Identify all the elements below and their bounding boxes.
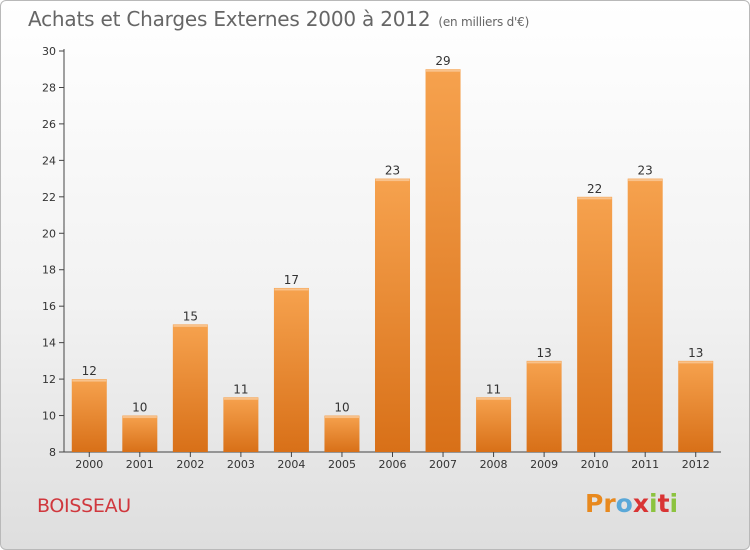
bar-value-label: 22 [587, 182, 602, 196]
x-tick-label: 2010 [581, 458, 609, 471]
bar [476, 397, 512, 452]
bar [627, 178, 663, 452]
y-tick-label: 30 [42, 45, 56, 58]
bar-value-label: 29 [435, 54, 450, 68]
bar [577, 196, 613, 452]
chart-unit-label: (en milliers d'€) [438, 15, 530, 29]
x-tick-label: 2007 [429, 458, 457, 471]
logo-letter: i [649, 489, 658, 518]
y-tick-label: 26 [42, 118, 56, 131]
bar-highlight [223, 397, 258, 400]
bar [324, 415, 360, 452]
bar [122, 415, 158, 452]
x-tick-label: 2009 [530, 458, 558, 471]
bar-highlight [678, 361, 713, 364]
bar [172, 324, 208, 452]
chart-bars [71, 69, 714, 453]
bar-highlight [628, 179, 663, 182]
bar-highlight [577, 197, 612, 200]
chart-title-text: Achats et Charges Externes 2000 à 2012 [28, 7, 431, 31]
y-tick-label: 8 [49, 446, 56, 459]
y-tick-label: 10 [42, 410, 56, 423]
y-tick-label: 12 [42, 373, 56, 386]
proxiti-logo: Proxiti [585, 489, 678, 518]
chart-title: Achats et Charges Externes 2000 à 2012 (e… [28, 7, 529, 31]
chart-axes: 8 10 12 14 16 18 20 22 24 26 28 30 2000 2001 2002 2003 2… [42, 45, 721, 471]
bar-value-label: 10 [132, 401, 147, 415]
y-tick-label: 16 [42, 300, 56, 313]
logo-letter: x [632, 489, 649, 518]
bar [223, 397, 259, 452]
logo-letter: r [603, 489, 616, 518]
bar-value-label: 13 [688, 346, 703, 360]
x-tick-label: 2003 [227, 458, 255, 471]
x-tick-label: 2004 [277, 458, 305, 471]
bar [375, 178, 410, 452]
x-tick-label: 2012 [682, 458, 710, 471]
bar [273, 287, 309, 452]
bar-value-label: 17 [284, 273, 299, 287]
bar-value-label: 12 [82, 364, 97, 378]
bar-value-label: 11 [486, 382, 501, 396]
bar-value-label: 11 [233, 382, 248, 396]
x-tick-label: 2011 [631, 458, 659, 471]
bar-highlight [122, 416, 157, 419]
y-tick-label: 20 [42, 227, 56, 240]
bar-value-label: 13 [536, 346, 551, 360]
logo-letter: P [585, 489, 604, 518]
bar-highlight [426, 69, 461, 72]
x-tick-label: 2008 [480, 458, 508, 471]
bar-highlight [375, 179, 410, 182]
logo-letter: i [669, 489, 679, 518]
bar-highlight [324, 416, 359, 419]
chart-value-labels: 12 10 15 11 17 10 23 29 11 13 22 23 13 [82, 54, 704, 414]
x-tick-label: 2000 [75, 458, 103, 471]
logo-letter: t [657, 489, 670, 518]
x-tick-label: 2006 [379, 458, 407, 471]
bar-value-label: 23 [385, 164, 400, 178]
y-tick-label: 22 [42, 191, 56, 204]
bar-value-label: 23 [638, 164, 653, 178]
bar-highlight [274, 288, 309, 291]
bar [425, 69, 461, 453]
x-tick-label: 2002 [176, 458, 204, 471]
y-tick-label: 18 [42, 264, 56, 277]
x-tick-label: 2001 [126, 458, 154, 471]
y-tick-label: 24 [42, 154, 56, 167]
x-tick-label: 2005 [328, 458, 356, 471]
y-tick-label: 14 [42, 337, 56, 350]
bar [678, 360, 714, 452]
bar-highlight [173, 324, 208, 327]
bar-highlight [527, 361, 562, 364]
bar-value-label: 10 [334, 401, 349, 415]
logo-letter: o [615, 489, 633, 518]
bar-highlight [476, 397, 511, 400]
commune-name: BOISSEAU [37, 495, 131, 517]
bar-highlight [72, 379, 107, 382]
y-tick-label: 28 [42, 81, 56, 94]
bar [526, 360, 562, 452]
bar [71, 379, 107, 452]
bar-value-label: 15 [183, 309, 198, 323]
